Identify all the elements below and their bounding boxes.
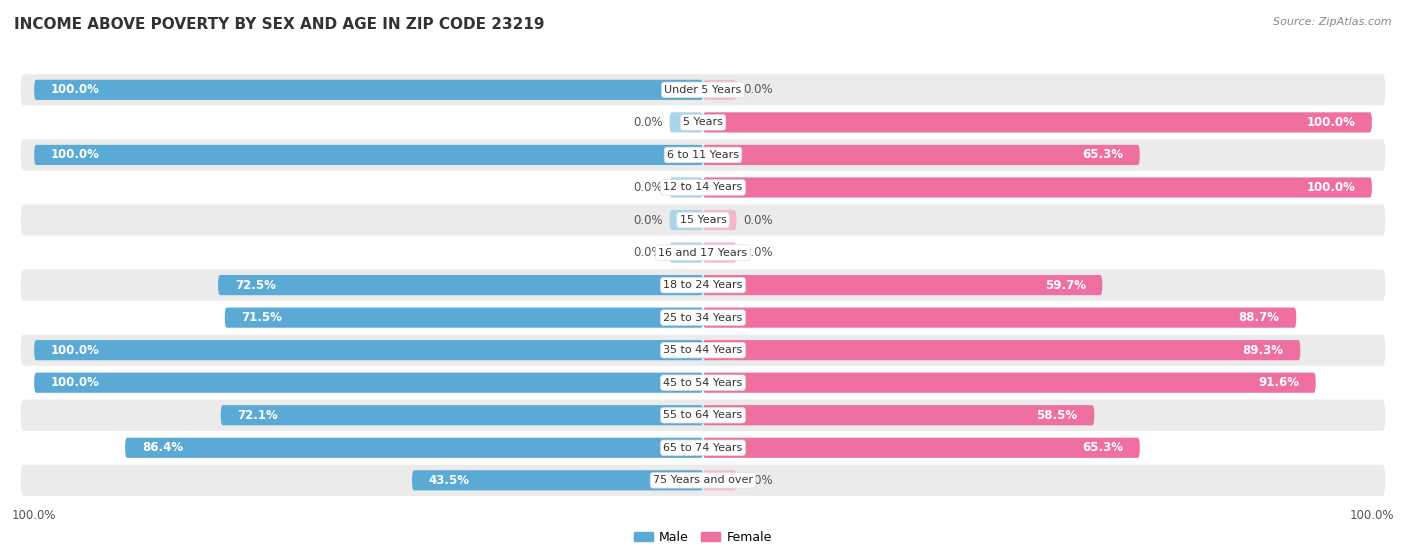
Text: 16 and 17 Years: 16 and 17 Years xyxy=(658,248,748,258)
Text: 100.0%: 100.0% xyxy=(1306,181,1355,194)
Text: 6 to 11 Years: 6 to 11 Years xyxy=(666,150,740,160)
FancyBboxPatch shape xyxy=(21,334,1385,366)
FancyBboxPatch shape xyxy=(34,80,703,100)
FancyBboxPatch shape xyxy=(21,172,1385,203)
FancyBboxPatch shape xyxy=(21,139,1385,170)
Text: 55 to 64 Years: 55 to 64 Years xyxy=(664,410,742,420)
Text: 45 to 54 Years: 45 to 54 Years xyxy=(664,378,742,388)
Text: 100.0%: 100.0% xyxy=(51,83,100,96)
Text: INCOME ABOVE POVERTY BY SEX AND AGE IN ZIP CODE 23219: INCOME ABOVE POVERTY BY SEX AND AGE IN Z… xyxy=(14,17,544,32)
FancyBboxPatch shape xyxy=(669,210,703,230)
FancyBboxPatch shape xyxy=(21,269,1385,301)
Text: 100.0%: 100.0% xyxy=(51,376,100,389)
Text: 86.4%: 86.4% xyxy=(142,441,183,454)
FancyBboxPatch shape xyxy=(703,177,1372,197)
FancyBboxPatch shape xyxy=(703,210,737,230)
FancyBboxPatch shape xyxy=(703,112,1372,132)
Text: 100.0%: 100.0% xyxy=(1306,116,1355,129)
FancyBboxPatch shape xyxy=(225,307,703,328)
Text: 89.3%: 89.3% xyxy=(1243,344,1284,357)
FancyBboxPatch shape xyxy=(21,74,1385,106)
FancyBboxPatch shape xyxy=(703,438,1140,458)
Text: 58.5%: 58.5% xyxy=(1036,409,1077,421)
Text: Source: ZipAtlas.com: Source: ZipAtlas.com xyxy=(1274,17,1392,27)
FancyBboxPatch shape xyxy=(669,243,703,263)
Text: 0.0%: 0.0% xyxy=(744,246,773,259)
Text: 65.3%: 65.3% xyxy=(1083,149,1123,162)
Text: 59.7%: 59.7% xyxy=(1045,278,1085,292)
FancyBboxPatch shape xyxy=(21,400,1385,431)
Legend: Male, Female: Male, Female xyxy=(630,526,776,549)
Text: 12 to 14 Years: 12 to 14 Years xyxy=(664,182,742,192)
Text: 18 to 24 Years: 18 to 24 Years xyxy=(664,280,742,290)
FancyBboxPatch shape xyxy=(34,373,703,393)
FancyBboxPatch shape xyxy=(669,177,703,197)
Text: 0.0%: 0.0% xyxy=(744,474,773,487)
Text: 5 Years: 5 Years xyxy=(683,117,723,127)
Text: 65.3%: 65.3% xyxy=(1083,441,1123,454)
FancyBboxPatch shape xyxy=(703,340,1301,360)
Text: 0.0%: 0.0% xyxy=(633,116,662,129)
Text: Under 5 Years: Under 5 Years xyxy=(665,85,741,95)
Text: 75 Years and over: 75 Years and over xyxy=(652,475,754,485)
Text: 71.5%: 71.5% xyxy=(242,311,283,324)
FancyBboxPatch shape xyxy=(669,112,703,132)
FancyBboxPatch shape xyxy=(21,205,1385,236)
FancyBboxPatch shape xyxy=(218,275,703,295)
FancyBboxPatch shape xyxy=(703,405,1094,425)
FancyBboxPatch shape xyxy=(703,373,1316,393)
Text: 0.0%: 0.0% xyxy=(744,83,773,96)
Text: 0.0%: 0.0% xyxy=(633,181,662,194)
FancyBboxPatch shape xyxy=(703,80,737,100)
Text: 25 to 34 Years: 25 to 34 Years xyxy=(664,312,742,323)
Text: 15 Years: 15 Years xyxy=(679,215,727,225)
Text: 65 to 74 Years: 65 to 74 Years xyxy=(664,443,742,453)
FancyBboxPatch shape xyxy=(34,145,703,165)
Text: 0.0%: 0.0% xyxy=(744,214,773,226)
Text: 91.6%: 91.6% xyxy=(1258,376,1299,389)
FancyBboxPatch shape xyxy=(34,340,703,360)
FancyBboxPatch shape xyxy=(703,243,737,263)
Text: 88.7%: 88.7% xyxy=(1239,311,1279,324)
FancyBboxPatch shape xyxy=(21,302,1385,333)
Text: 72.1%: 72.1% xyxy=(238,409,278,421)
FancyBboxPatch shape xyxy=(703,470,737,490)
FancyBboxPatch shape xyxy=(21,107,1385,138)
FancyBboxPatch shape xyxy=(703,307,1296,328)
FancyBboxPatch shape xyxy=(21,465,1385,496)
FancyBboxPatch shape xyxy=(221,405,703,425)
FancyBboxPatch shape xyxy=(21,367,1385,399)
FancyBboxPatch shape xyxy=(21,432,1385,463)
Text: 0.0%: 0.0% xyxy=(633,214,662,226)
FancyBboxPatch shape xyxy=(125,438,703,458)
FancyBboxPatch shape xyxy=(21,237,1385,268)
Text: 100.0%: 100.0% xyxy=(51,149,100,162)
FancyBboxPatch shape xyxy=(703,275,1102,295)
Text: 0.0%: 0.0% xyxy=(633,246,662,259)
Text: 100.0%: 100.0% xyxy=(51,344,100,357)
FancyBboxPatch shape xyxy=(703,145,1140,165)
Text: 43.5%: 43.5% xyxy=(429,474,470,487)
FancyBboxPatch shape xyxy=(412,470,703,490)
Text: 35 to 44 Years: 35 to 44 Years xyxy=(664,345,742,355)
Text: 72.5%: 72.5% xyxy=(235,278,276,292)
